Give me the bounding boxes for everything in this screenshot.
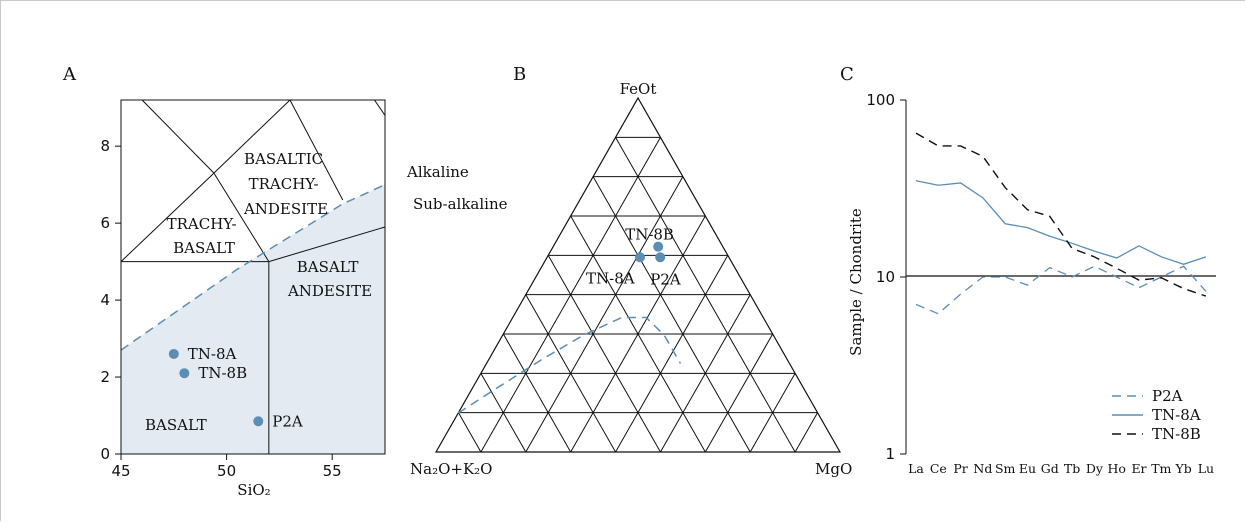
y-tick-label-c-2: 100 xyxy=(866,91,895,109)
alkaline-subalkaline-curve xyxy=(457,316,682,414)
field-boundary-1 xyxy=(213,172,270,262)
field-boundary-6 xyxy=(289,99,344,201)
legend-label-tn-8b: TN-8B xyxy=(1152,425,1201,443)
y-tick-label-a-4: 8 xyxy=(100,137,110,155)
ternary-outline xyxy=(434,96,842,453)
y-tick-label-a-0: 0 xyxy=(100,445,110,463)
field-boundary-4 xyxy=(141,99,215,174)
x-axis-title-a: SiO₂ xyxy=(237,481,270,499)
sample-point-a-tn-8b xyxy=(179,368,190,379)
y-tick-label-a-1: 2 xyxy=(100,368,110,386)
region-label-subalkaline: Sub-alkaline xyxy=(413,195,508,213)
sample-point-a-tn-8a xyxy=(168,348,179,359)
sample-label-a-tn-8a: TN-8A xyxy=(188,345,237,363)
x-tick-label-a-1: 50 xyxy=(217,462,236,480)
apex-label-na2o-k2o: Na₂O+K₂O xyxy=(410,460,492,478)
x-tick-label-c-dy: Dy xyxy=(1086,461,1104,476)
y-tick-label-c-1: 10 xyxy=(876,268,895,286)
x-tick-label-c-tm: Tm xyxy=(1151,461,1171,476)
series-line-tn-8b xyxy=(915,132,1207,297)
sample-label-b-tn-8b: TN-8B xyxy=(625,226,674,244)
x-tick-label-a-2: 55 xyxy=(323,462,342,480)
y-tick-label-a-2: 4 xyxy=(100,291,110,309)
sample-label-b-p2a: P2A xyxy=(650,270,681,288)
grid-line-6-1 xyxy=(704,333,774,453)
apex-label-feot: FeOt xyxy=(620,80,657,98)
ree-series xyxy=(915,132,1207,315)
grid-line-2-2 xyxy=(592,176,751,453)
field-label-trachybasalt: TRACHY- BASALT xyxy=(167,215,242,257)
samples-b: TN-8B TN-8A P2A xyxy=(586,226,681,289)
sample-label-b-tn-8a: TN-8A xyxy=(586,269,635,287)
sample-point-b-p2a xyxy=(655,252,666,263)
sample-point-b-tn-8a xyxy=(635,252,646,263)
ternary-grid xyxy=(434,96,842,453)
panel-b: B TN-8B TN-8A P2A FeOt Na₂O+K₂O MgO Alkali… xyxy=(406,64,852,478)
grid-line-7-1 xyxy=(749,373,796,453)
grid-line-5-2 xyxy=(525,294,616,453)
apex-label-mgo: MgO xyxy=(815,460,852,478)
axis-ticks-a: 45 50 55 0 2 4 6 8 xyxy=(100,137,341,480)
grid-line-5-1 xyxy=(660,294,751,453)
x-tick-label-c-ho: Ho xyxy=(1107,461,1125,476)
field-label-basalt: BASALT xyxy=(145,416,207,434)
x-tick-label-c-gd: Gd xyxy=(1041,461,1059,476)
sample-point-a-p2a xyxy=(253,416,264,427)
basalt-field-shading xyxy=(121,184,385,455)
x-tick-label-c-lu: Lu xyxy=(1198,461,1214,476)
series-line-tn-8a xyxy=(915,180,1207,265)
grid-line-4-1 xyxy=(615,255,729,453)
x-tick-label-c-tb: Tb xyxy=(1064,461,1080,476)
panel-label-c: C xyxy=(840,64,854,85)
panel-label-b: B xyxy=(513,64,526,85)
panel-c: C 1 10 100 La Ce Pr Nd Sm Eu Gd Tb Dy Ho Er Tm Yb Lu Sam… xyxy=(840,64,1216,476)
legend-label-tn-8a: TN-8A xyxy=(1152,406,1201,424)
series-line-p2a xyxy=(915,265,1207,315)
alkaline-divider-line xyxy=(120,183,386,351)
x-tick-label-c-er: Er xyxy=(1131,461,1146,476)
region-label-alkaline: Alkaline xyxy=(406,163,469,181)
x-tick-label-c-ce: Ce xyxy=(930,461,947,476)
sample-point-b-tn-8b xyxy=(653,241,664,252)
grid-line-6-2 xyxy=(502,333,572,453)
x-tick-label-c-yb: Yb xyxy=(1174,461,1191,476)
x-tick-label-c-sm: Sm xyxy=(995,461,1016,476)
field-label-basalt-andesite: BASALT ANDESITE xyxy=(287,258,372,300)
legend-label-p2a: P2A xyxy=(1152,387,1183,405)
grid-line-8-1 xyxy=(794,412,818,453)
sample-label-a-p2a: P2A xyxy=(272,412,303,430)
x-tick-label-a-0: 45 xyxy=(111,462,130,480)
y-axis-title-c: Sample / Chondrite xyxy=(847,208,865,356)
grid-line-2-1 xyxy=(525,176,684,453)
sample-label-a-tn-8b: TN-8B xyxy=(198,364,247,382)
x-tick-label-c-eu: Eu xyxy=(1019,461,1036,476)
grid-line-4-2 xyxy=(547,255,661,453)
y-tick-label-c-0: 1 xyxy=(885,445,895,463)
field-boundary-0 xyxy=(120,172,215,262)
panel-label-a: A xyxy=(62,64,77,85)
x-tick-label-c-pr: Pr xyxy=(953,461,967,476)
grid-line-7-2 xyxy=(480,373,527,453)
x-tick-label-c-la: La xyxy=(908,461,924,476)
y-tick-label-a-3: 6 xyxy=(100,214,110,232)
plot-frame-a xyxy=(120,99,386,455)
x-tick-label-c-nd: Nd xyxy=(973,461,992,476)
field-label-basaltic-trachyandesite: BASALTIC TRACHY- ANDESITE xyxy=(243,150,328,218)
grid-line-8-2 xyxy=(458,412,482,453)
axis-ticks-c: 1 10 100 La Ce Pr Nd Sm Eu Gd Tb Dy Ho Er Tm Yb Lu xyxy=(866,91,1214,476)
